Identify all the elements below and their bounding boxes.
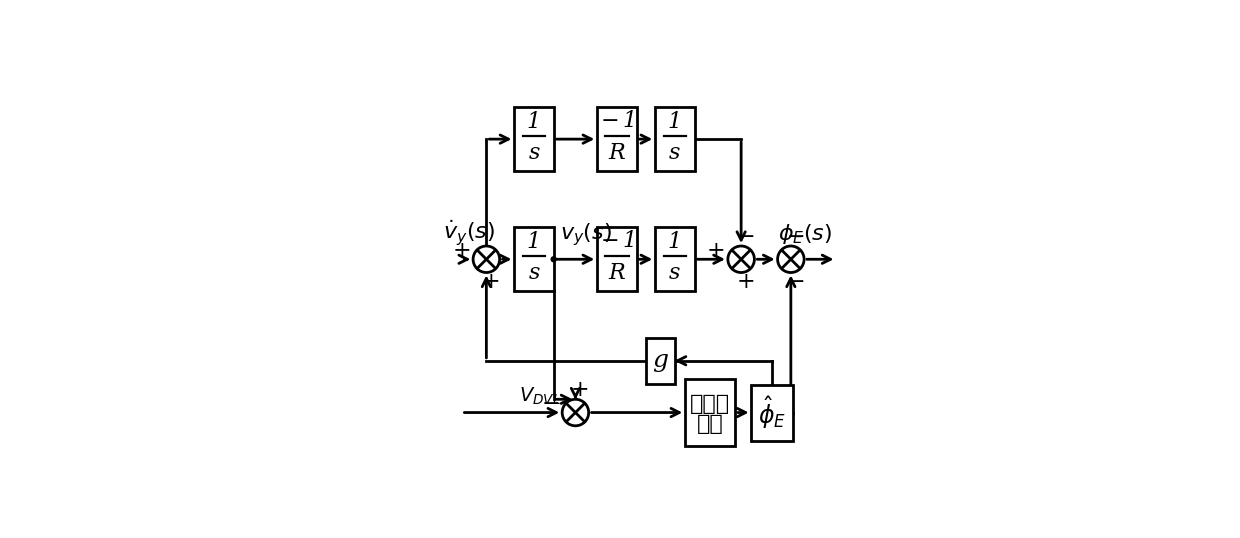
Bar: [655, 227, 694, 292]
Bar: [515, 107, 554, 171]
Circle shape: [777, 246, 804, 273]
Text: s: s: [528, 141, 539, 164]
Circle shape: [474, 246, 500, 273]
Bar: [598, 227, 636, 292]
Text: 1: 1: [527, 111, 541, 133]
Text: −: −: [737, 226, 755, 248]
Text: +: +: [481, 271, 500, 293]
Text: −: −: [542, 393, 560, 415]
Bar: [598, 107, 636, 171]
Text: +: +: [737, 271, 755, 293]
Bar: [751, 385, 792, 441]
Circle shape: [728, 246, 754, 273]
Text: +: +: [572, 379, 590, 401]
Bar: [655, 107, 694, 171]
Text: 滤波: 滤波: [697, 414, 723, 434]
Text: +: +: [453, 240, 471, 262]
Text: $v_y(s)$: $v_y(s)$: [560, 221, 611, 248]
Text: R: R: [609, 262, 625, 284]
Text: R: R: [609, 141, 625, 164]
Text: −: −: [786, 226, 805, 248]
Circle shape: [552, 257, 557, 262]
Text: $V_{DVL}$: $V_{DVL}$: [520, 386, 562, 407]
Text: s: s: [528, 262, 539, 284]
Circle shape: [562, 399, 589, 426]
Text: +: +: [707, 240, 725, 262]
Bar: [646, 338, 675, 384]
Text: 1: 1: [527, 231, 541, 253]
Text: $\hat{\phi}_E$: $\hat{\phi}_E$: [758, 394, 786, 431]
Text: $-\,$1: $-\,$1: [600, 110, 634, 131]
Text: $\dot{v}_y(s)$: $\dot{v}_y(s)$: [443, 219, 495, 249]
Text: 卡尔曼: 卡尔曼: [689, 394, 730, 414]
Text: $-\,$1: $-\,$1: [600, 230, 634, 252]
Text: −: −: [786, 271, 805, 293]
Bar: [686, 379, 735, 445]
Text: 1: 1: [668, 111, 682, 133]
Text: g: g: [652, 349, 668, 372]
Text: s: s: [670, 262, 681, 284]
Text: s: s: [670, 141, 681, 164]
Text: 1: 1: [668, 231, 682, 253]
Text: $\phi_E(s)$: $\phi_E(s)$: [779, 222, 832, 245]
Bar: [515, 227, 554, 292]
